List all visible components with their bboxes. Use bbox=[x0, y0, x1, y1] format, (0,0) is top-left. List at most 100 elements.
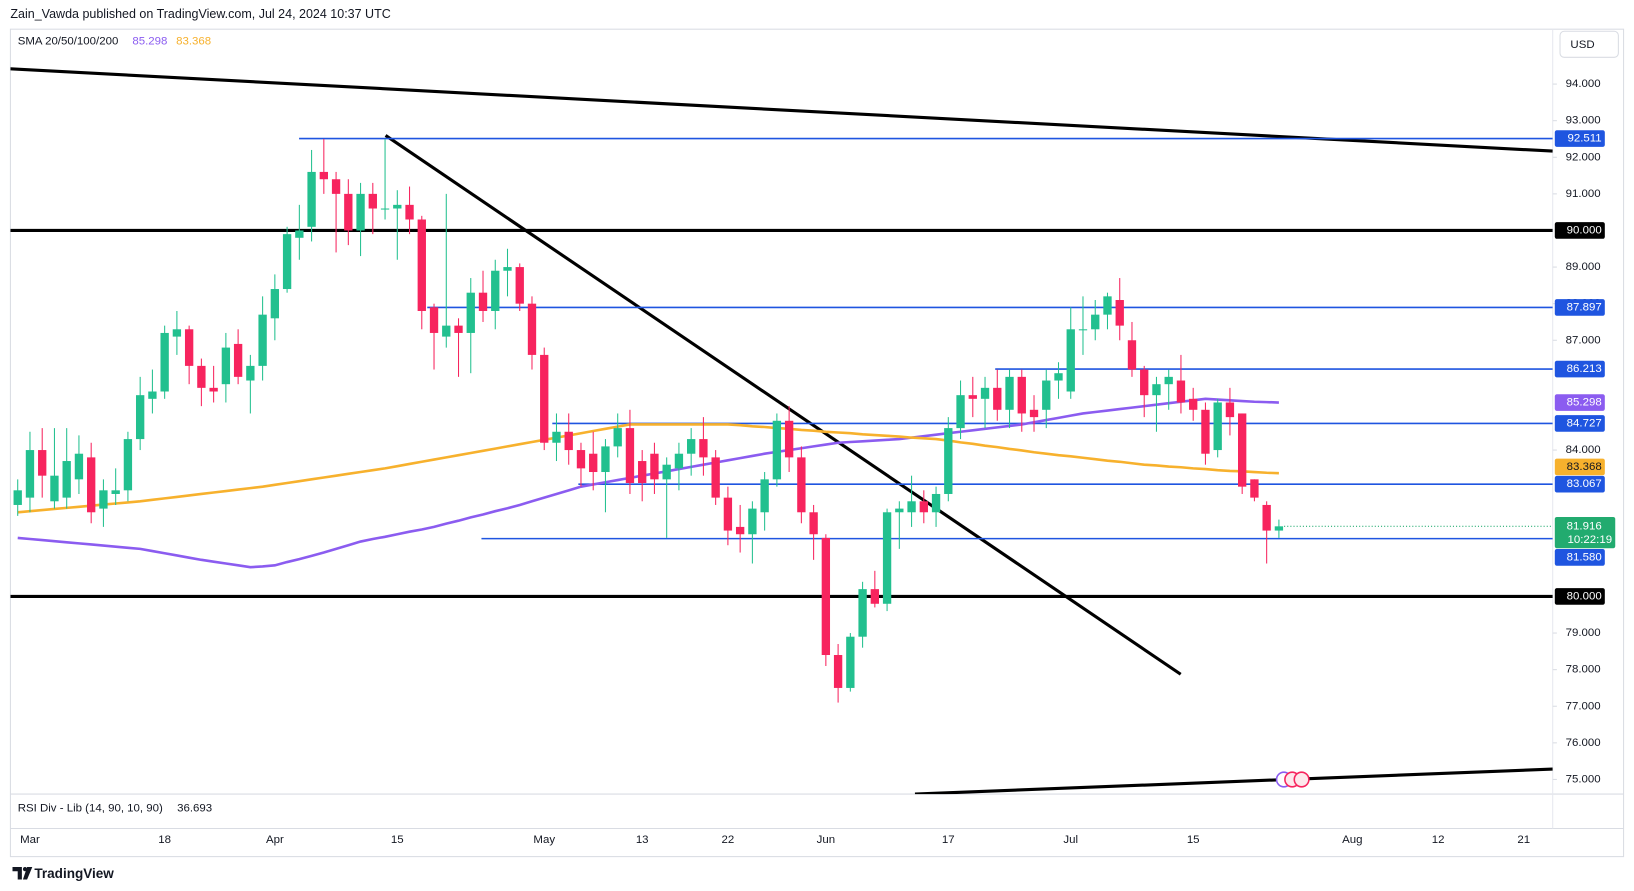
candle-body bbox=[870, 589, 880, 604]
level-label: 87.897 bbox=[1567, 301, 1602, 313]
candle-body bbox=[797, 457, 806, 513]
candle-body bbox=[184, 329, 194, 366]
candle-body bbox=[907, 501, 916, 513]
candle-body bbox=[172, 329, 182, 337]
candle-body bbox=[1250, 479, 1259, 498]
candle-body bbox=[1054, 373, 1063, 381]
candle-body bbox=[319, 171, 328, 180]
countdown: 10:22:19 bbox=[1568, 534, 1613, 546]
brand-logo bbox=[12, 867, 33, 880]
candle-body bbox=[674, 453, 684, 469]
candle-body bbox=[295, 230, 304, 238]
candle-body bbox=[895, 508, 904, 513]
candle-body bbox=[589, 453, 598, 473]
candle-body bbox=[540, 354, 549, 443]
candle-body bbox=[307, 171, 316, 227]
candle-body bbox=[1225, 402, 1235, 418]
brand: TradingView bbox=[34, 866, 114, 881]
candle-body bbox=[699, 439, 708, 458]
level-label: 83.067 bbox=[1567, 478, 1602, 490]
y-tick-label: 84.000 bbox=[1566, 444, 1601, 456]
level-label-box bbox=[1554, 299, 1605, 316]
x-tick-label: 15 bbox=[391, 834, 404, 846]
x-tick-label: Aug bbox=[1342, 834, 1362, 846]
candle-body bbox=[25, 450, 35, 498]
sma-label-box bbox=[1554, 394, 1605, 411]
candle-body bbox=[1103, 296, 1112, 315]
candle-body bbox=[760, 479, 769, 513]
candle-body bbox=[454, 325, 463, 333]
candle-body bbox=[442, 325, 451, 337]
level-label-box bbox=[1554, 549, 1605, 566]
candle-body bbox=[515, 267, 524, 304]
level-label: 86.213 bbox=[1567, 363, 1602, 375]
y-tick-label: 94.000 bbox=[1566, 78, 1601, 90]
sma-legend-value: 85.298 bbox=[132, 36, 167, 48]
sma-label-box bbox=[1554, 458, 1605, 476]
candle-body bbox=[993, 387, 1002, 410]
x-tick-label: 15 bbox=[1187, 834, 1200, 846]
x-tick-label: 22 bbox=[722, 834, 735, 846]
candle-body bbox=[380, 208, 390, 210]
candle-body bbox=[625, 428, 635, 483]
candle-body bbox=[429, 307, 439, 333]
candle-body bbox=[1201, 409, 1210, 454]
candle-body bbox=[968, 395, 977, 399]
candle-body bbox=[270, 289, 280, 319]
candle-body bbox=[405, 204, 414, 220]
publisher-line: Zain_Vawda published on TradingView.com,… bbox=[10, 7, 390, 21]
candle-body bbox=[233, 343, 243, 377]
candle-body bbox=[466, 292, 475, 333]
candle-body bbox=[1042, 380, 1051, 410]
candle-body bbox=[1029, 409, 1039, 418]
candle-body bbox=[662, 464, 671, 480]
candle-body bbox=[331, 179, 341, 194]
candle-body bbox=[368, 193, 377, 209]
currency-button[interactable] bbox=[1559, 30, 1619, 58]
candle-body bbox=[735, 526, 745, 535]
sma-line bbox=[17, 423, 1279, 514]
level-label: 84.727 bbox=[1567, 417, 1602, 429]
x-tick-label: 21 bbox=[1517, 834, 1530, 846]
y-tick-label: 92.000 bbox=[1566, 151, 1601, 163]
x-tick-label: Jun bbox=[817, 834, 835, 846]
y-tick-label: 93.000 bbox=[1566, 115, 1601, 127]
y-tick-label: 78.000 bbox=[1566, 664, 1601, 676]
trendline bbox=[384, 134, 1182, 676]
level-label: 80.000 bbox=[1567, 590, 1602, 602]
candle-body bbox=[135, 395, 145, 440]
level-label-box bbox=[1554, 130, 1605, 147]
candle-body bbox=[1189, 398, 1198, 410]
candle-body bbox=[846, 636, 855, 688]
plot-area bbox=[10, 137, 1553, 703]
candle-body bbox=[74, 453, 84, 480]
sma-label: 85.298 bbox=[1567, 397, 1602, 409]
candle-body bbox=[1005, 376, 1014, 410]
candle-body bbox=[613, 428, 622, 447]
x-tick-label: Mar bbox=[20, 834, 40, 846]
x-tick-label: May bbox=[533, 834, 555, 846]
sma-line bbox=[17, 397, 1279, 569]
y-tick-label: 89.000 bbox=[1566, 261, 1601, 273]
candle-body bbox=[344, 193, 353, 231]
candle-body bbox=[919, 501, 928, 513]
event-icons bbox=[1275, 771, 1310, 788]
rsi-legend: RSI Div - Lib (14, 90, 10, 90) bbox=[18, 803, 163, 815]
candle-body bbox=[393, 204, 402, 209]
logo-dot bbox=[22, 867, 28, 872]
x-tick-label: 13 bbox=[636, 834, 649, 846]
x-tick-label: Apr bbox=[266, 834, 284, 846]
candle-body bbox=[833, 655, 843, 688]
event-icon[interactable] bbox=[1293, 771, 1310, 788]
candle-body bbox=[956, 395, 965, 429]
candle-body bbox=[38, 450, 47, 476]
candle-body bbox=[809, 512, 818, 535]
candle-body bbox=[478, 292, 488, 311]
y-tick-label: 91.000 bbox=[1566, 188, 1601, 200]
currency[interactable]: USD bbox=[1570, 39, 1594, 51]
candle-body bbox=[1078, 329, 1088, 331]
y-tick-label: 79.000 bbox=[1566, 627, 1601, 639]
candle-body bbox=[944, 428, 953, 494]
